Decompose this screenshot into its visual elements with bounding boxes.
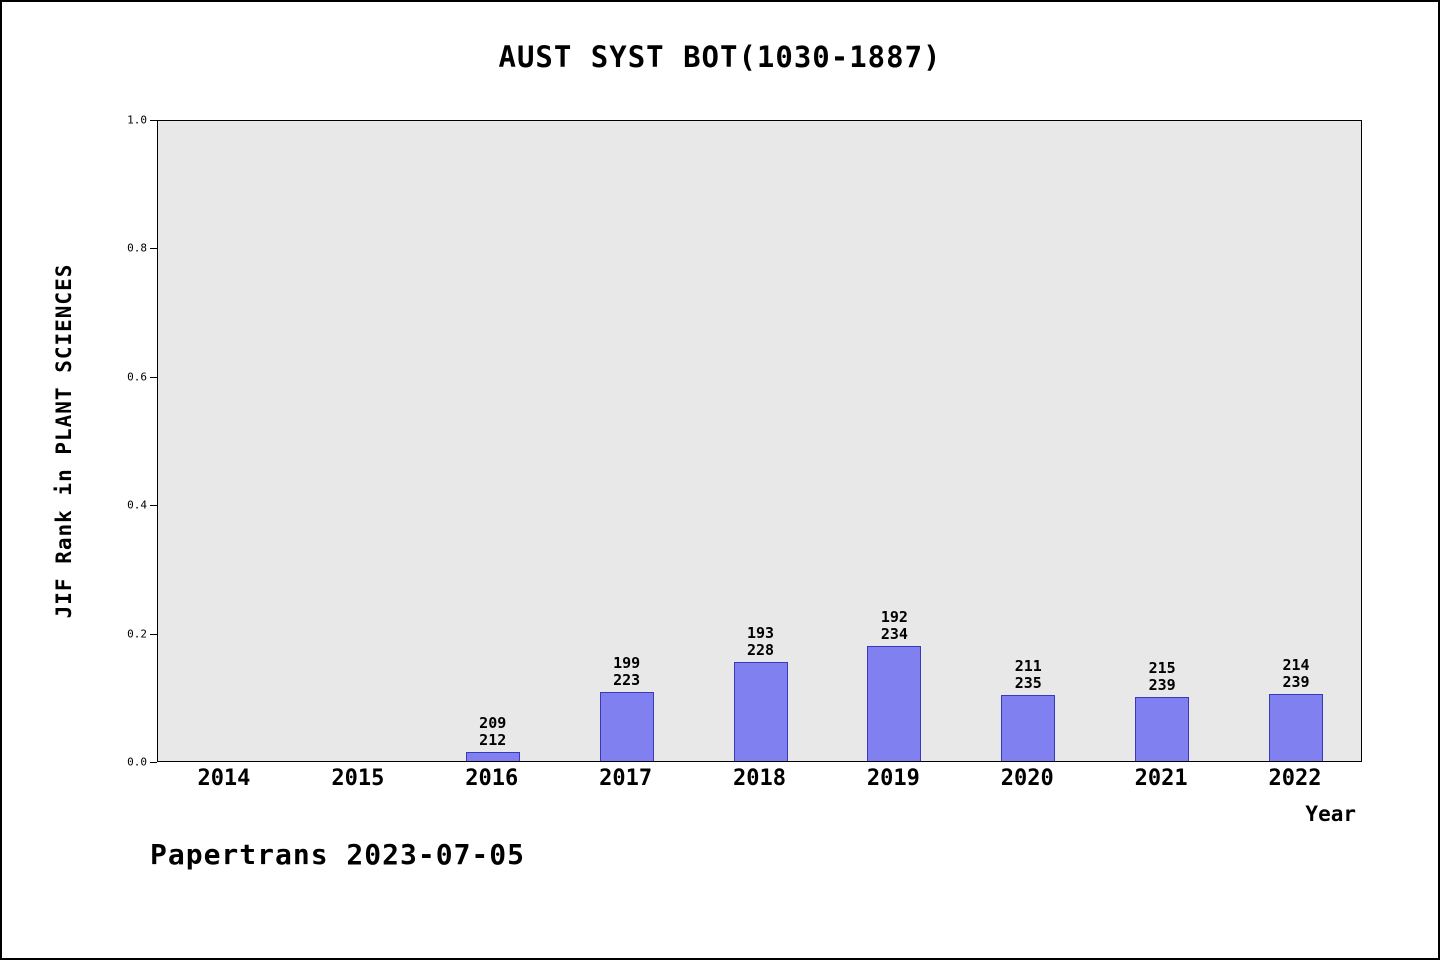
bar-2022 (1269, 693, 1324, 761)
y-tick-label: 0.4 (127, 498, 147, 512)
bar-2018 (733, 662, 788, 761)
bar-2020 (1001, 695, 1056, 761)
bar-2016 (465, 751, 520, 761)
bar-2017 (599, 691, 654, 761)
y-tick-mark (150, 376, 157, 378)
y-tick-mark (150, 762, 157, 763)
y-tick-mark (150, 505, 157, 507)
x-tick-label: 2019 (866, 766, 920, 791)
footer-watermark: Papertrans 2023-07-05 (150, 838, 526, 871)
bar-value-label: 209 212 (479, 713, 507, 749)
y-tick-mark (150, 248, 157, 250)
bar-value-label: 211 235 (1014, 657, 1042, 693)
y-tick-label: 1.0 (127, 113, 147, 127)
x-tick-label: 2014 (197, 766, 251, 791)
x-axis-label: Year (1305, 802, 1356, 826)
bar-value-label: 193 228 (746, 624, 775, 660)
plot-area: 209 212 199 223 193 228 192 234 211 235 215 2… (157, 120, 1362, 762)
y-tick-label: 0.2 (127, 627, 147, 641)
x-tick-label: 2015 (331, 766, 385, 791)
bar-value-label: 192 234 (880, 607, 908, 643)
bar-value-label: 214 239 (1282, 655, 1310, 691)
y-axis-label: JIF Rank in PLANT SCIENCES (52, 263, 76, 619)
y-tick-mark (150, 120, 157, 121)
y-tick-mark (150, 633, 157, 635)
bar-value-label: 199 223 (613, 653, 641, 689)
bar-2019 (867, 645, 922, 761)
x-tick-label: 2022 (1268, 766, 1322, 791)
x-tick-label: 2017 (599, 766, 653, 791)
y-tick-label: 0.6 (127, 370, 147, 384)
x-tick-label: 2016 (465, 766, 519, 791)
x-tick-label: 2018 (733, 766, 786, 791)
y-tick-label: 0.0 (127, 755, 147, 769)
bar-value-label: 215 239 (1148, 658, 1176, 694)
bar-2021 (1135, 696, 1190, 761)
chart-title: AUST SYST BOT(1030-1887) (498, 40, 942, 74)
y-tick-label: 0.8 (127, 241, 147, 255)
x-tick-label: 2020 (1000, 766, 1054, 791)
x-tick-label: 2021 (1134, 766, 1188, 791)
